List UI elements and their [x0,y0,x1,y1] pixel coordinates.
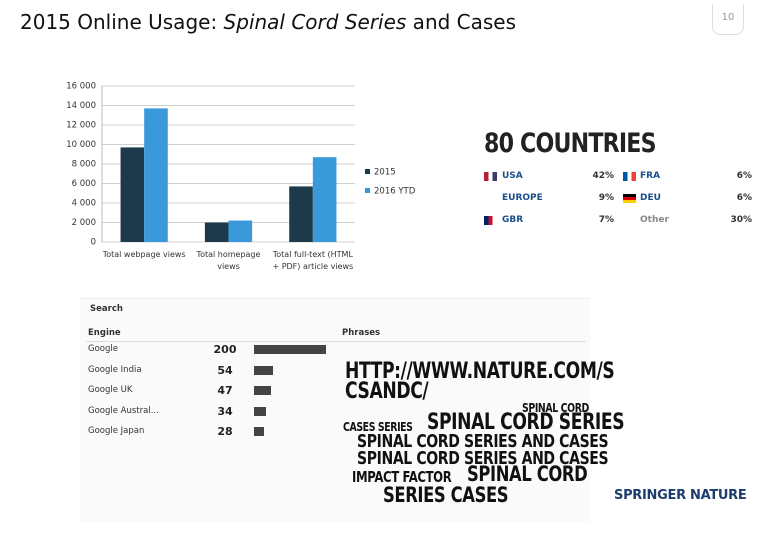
phrases-header: Phrases [342,328,381,338]
x-tick-label: Total full-text (HTML + PDF) article vie… [272,250,354,271]
engine-name: Google Austral... [88,405,159,416]
phrase: SPINAL CORD SERIES [427,410,625,435]
y-tick-label: 16 000 [66,82,96,92]
country-name: USA [502,171,523,181]
search-title: Search [90,304,123,314]
slide-title: 2015 Online Usage: Spinal Cord Series an… [20,10,516,34]
country-share: 30% [730,215,752,225]
bar [204,222,229,242]
title-part: Spinal Cord Series [223,10,407,34]
phrase: HTTP://WWW.NATURE.COM/S [345,359,615,384]
y-tick-label: 10 000 [66,140,96,150]
search-panel [80,298,590,523]
y-tick-label: 4 000 [72,199,96,209]
country-share: 6% [736,171,752,181]
y-tick-label: 2 000 [72,218,96,228]
y-tick-label: 12 000 [66,121,96,131]
country-share: 7% [598,215,614,225]
flag [623,194,636,203]
x-tick-label: Total webpage views [102,250,186,259]
logo: SPRINGER NATURE [614,488,747,503]
engine-name: Google UK [88,385,133,395]
phrase: SPINAL CORD [522,401,589,415]
bar [228,220,253,242]
title-part: 2015 Online Usage: [20,10,224,34]
country-name: GBR [502,215,524,225]
phrase: SPINAL CORD SERIES AND CASES [357,431,609,452]
engine-bar [254,386,271,395]
engine-header: Engine [88,328,121,338]
phrase: SERIES CASES [383,483,509,507]
phrase: SPINAL CORD SERIES AND CASES [357,448,609,469]
phrase: CSANDC/ [345,379,429,404]
chart: 0 2 000 4 000 6 000 8 000 10 000 12 000 14 000 1… [66,82,416,248]
flag [623,172,636,181]
country-name: DEU [640,193,661,203]
header-rule [86,341,586,342]
x-tick-label: Total homepage views [196,250,261,271]
engine-bar [254,406,267,416]
engine-name: Google India [88,364,142,375]
flag [484,216,497,225]
country-name: Other [640,215,669,225]
engine-count: 200 [213,343,237,356]
engine-bar [254,365,274,375]
legend-label: 2016 YTD [374,187,416,197]
countries-title: 80 COUNTRIES [484,128,657,159]
country-name: FRA [640,171,661,181]
legend-label: 2015 [374,168,396,178]
engine-count: 34 [217,404,233,418]
phrase: CASES SERIES [343,420,413,434]
bar [312,157,337,242]
phrase: SPINAL CORD [467,462,588,486]
country-name: EUROPE [502,193,543,203]
engine-count: 54 [217,363,233,377]
legend-swatch [365,169,370,174]
flag [484,172,497,181]
engine-count: 28 [217,425,233,438]
country-share: 6% [736,193,752,203]
country-share: 9% [598,193,614,203]
y-tick-label: 8 000 [72,160,96,170]
y-tick-label: 0 [91,238,96,248]
engine-name: Google Japan [88,426,145,436]
engine-name: Google [88,344,118,354]
bar [289,186,313,242]
engine-count: 47 [217,384,233,397]
y-tick-label: 14 000 [66,101,96,111]
title-part: and Cases [406,10,517,34]
phrase: IMPACT FACTOR [352,468,452,486]
y-tick-label: 6 000 [72,179,96,189]
engine-bar [254,345,326,354]
country-share: 42% [592,171,614,181]
bar [120,147,145,242]
engine-bar [254,427,265,436]
page-number: 10 [712,4,744,35]
bar [144,108,168,242]
legend-swatch [365,188,370,193]
